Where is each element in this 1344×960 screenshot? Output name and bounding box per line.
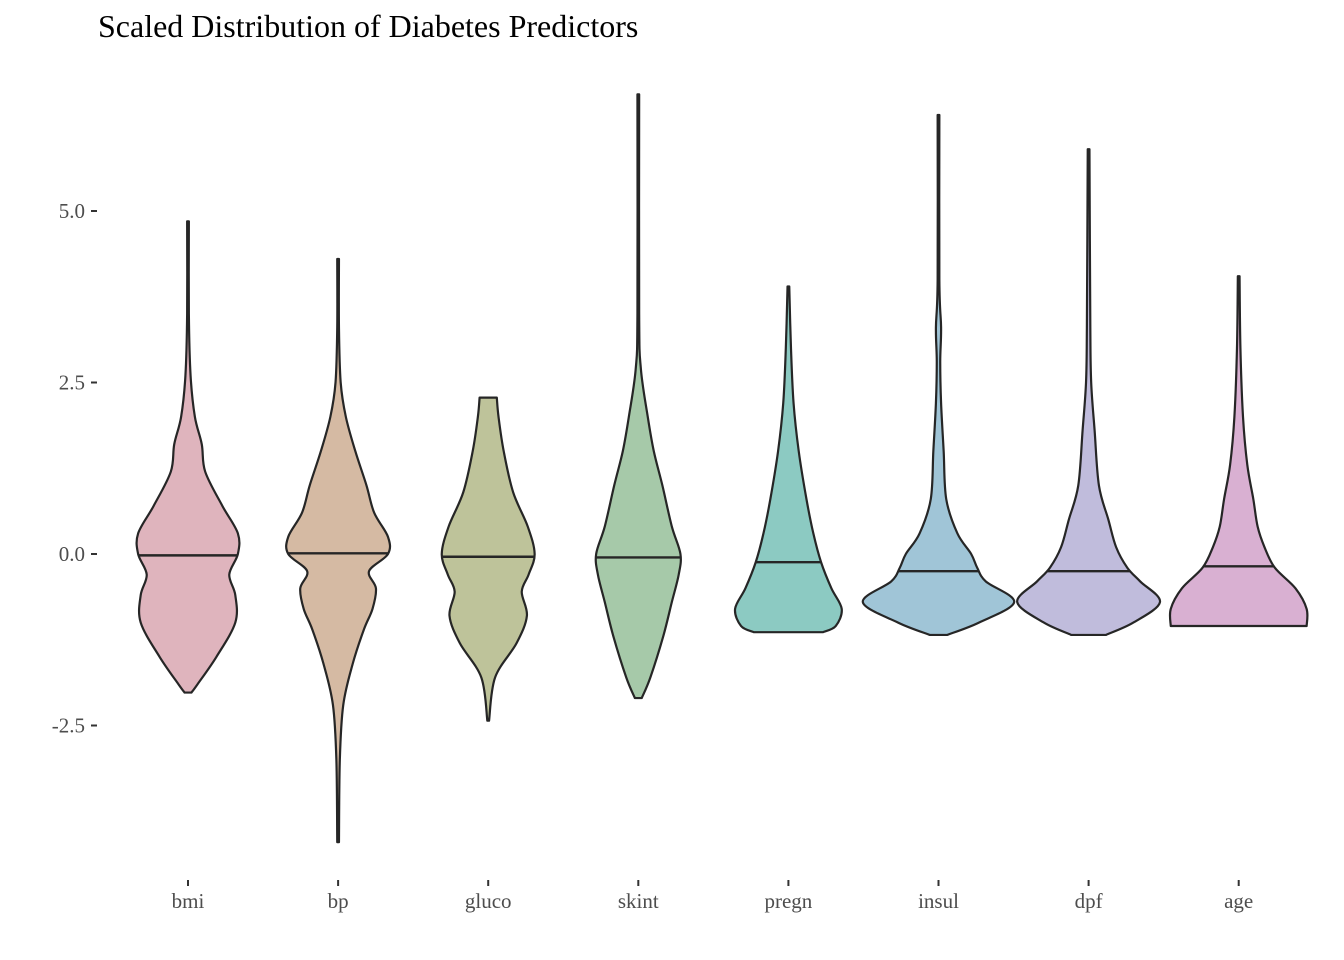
x-tick-label-age: age	[1224, 889, 1253, 913]
violin-age	[1168, 275, 1309, 628]
y-tick-label: 2.5	[59, 371, 85, 395]
x-tick-label-skint: skint	[618, 889, 659, 913]
y-axis: -2.5 0.0 2.5 5.0	[52, 199, 97, 738]
violin-dpf	[1016, 148, 1162, 637]
violin-skint	[594, 93, 682, 700]
x-tick-label-dpf: dpf	[1075, 889, 1103, 913]
x-tick-label-gluco: gluco	[465, 889, 512, 913]
violin-pregn	[733, 285, 843, 634]
x-tick-label-bp: bp	[328, 889, 349, 913]
violin-insul	[861, 113, 1016, 637]
x-axis: bmi bp gluco skint pregn insul dpf age	[172, 880, 1253, 913]
chart-title: Scaled Distribution of Diabetes Predicto…	[98, 8, 639, 44]
violin-gluco	[440, 396, 536, 722]
x-tick-label-pregn: pregn	[764, 889, 812, 913]
y-tick-label: 0.0	[59, 542, 85, 566]
violins	[135, 93, 1309, 844]
y-tick-label: -2.5	[52, 714, 85, 738]
violin-bp	[285, 257, 392, 844]
violin-bmi	[135, 220, 241, 694]
x-tick-label-insul: insul	[918, 889, 959, 913]
x-tick-label-bmi: bmi	[172, 889, 205, 913]
y-tick-label: 5.0	[59, 199, 85, 223]
